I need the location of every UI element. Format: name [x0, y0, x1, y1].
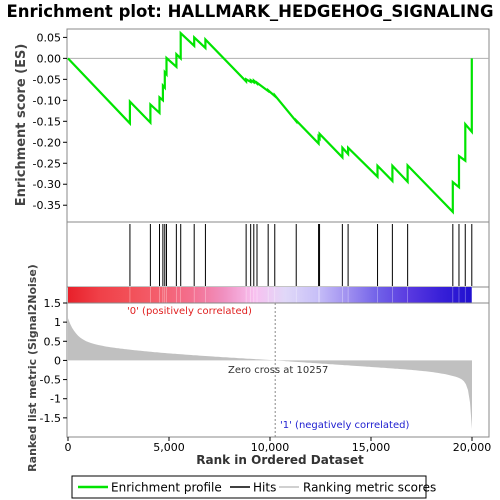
es-y-tick-label: -0.30 [33, 178, 61, 191]
es-y-axis: 0.05 0.00 -0.05 -0.10 -0.15 -0.20 -0.25 -0.30 -0… [33, 31, 67, 212]
zero-cross-label: Zero cross at 10257 [228, 365, 328, 376]
hits-frame [66, 221, 490, 288]
negative-correlation-label: '1' (negatively correlated) [280, 420, 409, 431]
metric-y-axis: 1.5 1 0.5 0 -0.5 -1 -1.5 [40, 297, 67, 425]
x-tick-label: 0 [65, 441, 72, 454]
es-y-tick-label: -0.15 [33, 115, 61, 128]
es-plot-frame [66, 28, 490, 223]
metric-y-tick-label: 0 [54, 354, 61, 367]
es-y-axis-label: Enrichment score (ES) [14, 44, 29, 207]
es-y-tick-label: -0.10 [33, 94, 61, 107]
metric-y-tick-label: 0.5 [44, 335, 62, 348]
ranked-list-colorbar [66, 286, 490, 304]
chart-title: Enrichment plot: HALLMARK_HEDGEHOG_SIGNA… [6, 2, 493, 21]
positive-correlation-label: '0' (positively correlated) [127, 306, 252, 317]
colorbar-hit-ticks [129, 287, 473, 303]
enrichment-profile-line [67, 30, 473, 215]
x-axis: 0 5,000 10,000 15,000 20,000 [65, 437, 492, 454]
metric-y-tick-label: 1 [54, 316, 61, 329]
es-y-tick-label: -0.25 [33, 157, 61, 170]
colorbar-gradient [68, 287, 472, 303]
metric-y-tick-label: 1.5 [44, 297, 62, 310]
legend-hits-label: Hits [253, 481, 276, 495]
x-tick-label: 5,000 [153, 441, 185, 454]
metric-panel: 1.5 1 0.5 0 -0.5 -1 -1.5 '0' (positively corre… [26, 264, 490, 472]
es-y-tick-label: -0.35 [33, 199, 61, 212]
metric-y-tick-label: -1.5 [40, 412, 61, 425]
legend-enrichment-label: Enrichment profile [111, 481, 222, 495]
es-y-tick-label: 0.05 [37, 31, 62, 44]
x-tick-label: 10,000 [251, 441, 290, 454]
x-axis-label: Rank in Ordered Dataset [196, 453, 364, 467]
es-y-tick-label: -0.05 [33, 73, 61, 86]
metric-y-tick-label: -1 [50, 393, 61, 406]
legend-metric-label: Ranking metric scores [303, 481, 436, 495]
x-tick-label: 20,000 [453, 441, 492, 454]
metric-y-tick-label: -0.5 [40, 374, 61, 387]
es-y-tick-label: -0.20 [33, 136, 61, 149]
metric-y-axis-label: Ranked list metric (Signal2Noise) [26, 264, 39, 472]
legend: Enrichment profile Hits Ranking metric s… [71, 475, 436, 499]
hit-lines [129, 224, 473, 286]
x-tick-label: 15,000 [352, 441, 391, 454]
es-y-tick-label: 0.00 [37, 52, 62, 65]
hits-panel [66, 221, 490, 288]
es-panel: 0.05 0.00 -0.05 -0.10 -0.15 -0.20 -0.25 -0.30 -0… [14, 28, 490, 223]
